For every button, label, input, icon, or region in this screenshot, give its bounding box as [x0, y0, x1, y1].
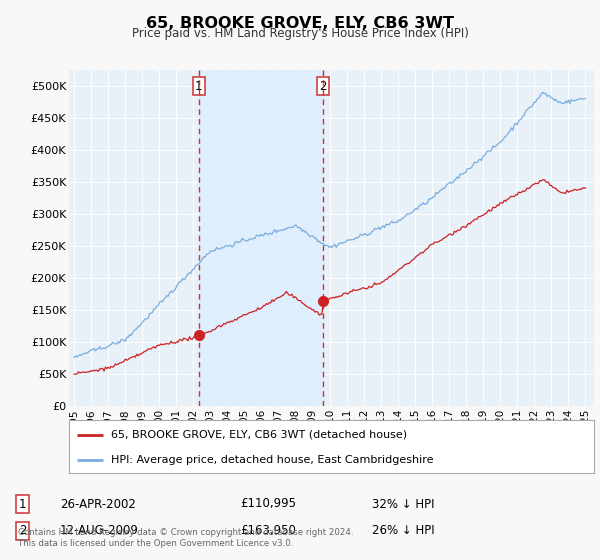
Text: 32% ↓ HPI: 32% ↓ HPI	[372, 497, 434, 511]
Text: 2: 2	[19, 524, 26, 538]
Text: Price paid vs. HM Land Registry's House Price Index (HPI): Price paid vs. HM Land Registry's House …	[131, 27, 469, 40]
Text: 1: 1	[19, 497, 26, 511]
Text: 26% ↓ HPI: 26% ↓ HPI	[372, 524, 434, 538]
Text: 26-APR-2002: 26-APR-2002	[60, 497, 136, 511]
Text: 65, BROOKE GROVE, ELY, CB6 3WT: 65, BROOKE GROVE, ELY, CB6 3WT	[146, 16, 454, 31]
Text: £163,950: £163,950	[240, 524, 296, 538]
Text: 1: 1	[195, 80, 203, 92]
Text: 12-AUG-2009: 12-AUG-2009	[60, 524, 139, 538]
Text: 65, BROOKE GROVE, ELY, CB6 3WT (detached house): 65, BROOKE GROVE, ELY, CB6 3WT (detached…	[111, 430, 407, 440]
Text: 2: 2	[320, 80, 327, 92]
Text: £110,995: £110,995	[240, 497, 296, 511]
Bar	[199, 70, 323, 406]
Text: HPI: Average price, detached house, East Cambridgeshire: HPI: Average price, detached house, East…	[111, 455, 433, 465]
Text: Contains HM Land Registry data © Crown copyright and database right 2024.
This d: Contains HM Land Registry data © Crown c…	[18, 528, 353, 548]
